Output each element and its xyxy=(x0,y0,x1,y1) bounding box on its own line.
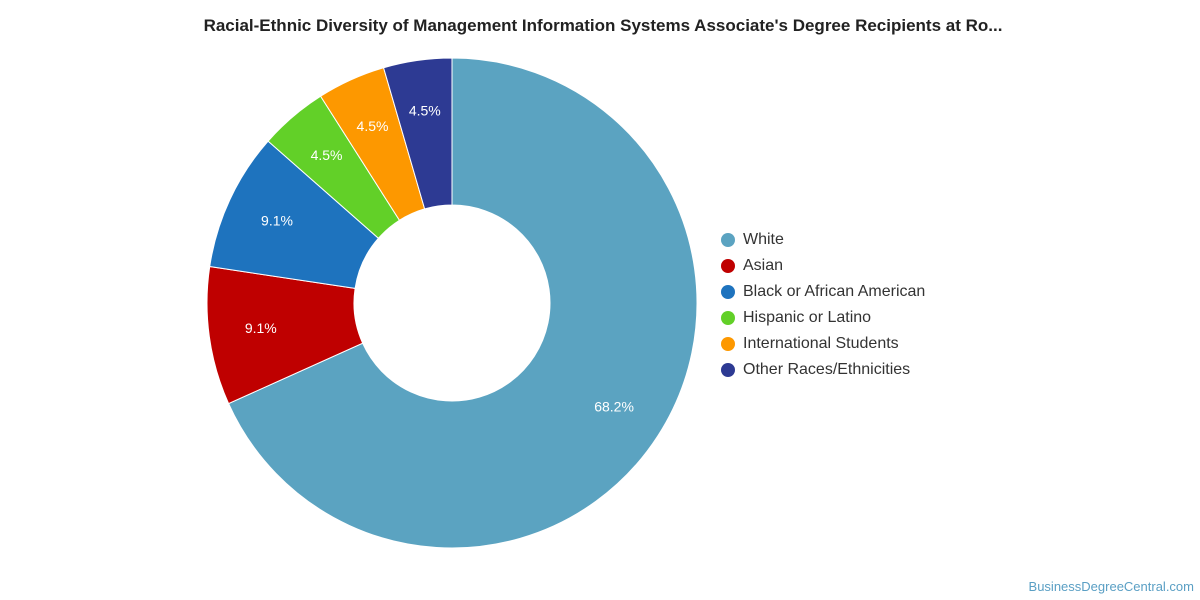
legend-label: Black or African American xyxy=(743,283,926,300)
slice-label-other-races-ethnicities: 4.5% xyxy=(409,103,441,119)
legend-item-white[interactable]: White xyxy=(721,227,925,253)
slice-label-hispanic-or-latino: 4.5% xyxy=(311,147,343,163)
legend-item-other-races-ethnicities[interactable]: Other Races/Ethnicities xyxy=(721,357,925,383)
legend-swatch xyxy=(721,259,735,273)
source-watermark: BusinessDegreeCentral.com xyxy=(1028,579,1194,594)
legend-label: Other Races/Ethnicities xyxy=(743,361,911,378)
slice-label-white: 68.2% xyxy=(594,398,634,414)
legend-label: White xyxy=(743,231,784,248)
chart-title: Racial-Ethnic Diversity of Management In… xyxy=(203,16,1003,35)
legend-swatch xyxy=(721,363,735,377)
legend-swatch xyxy=(721,285,735,299)
legend-label: Asian xyxy=(743,257,784,274)
slice-other-races-ethnicities xyxy=(382,57,453,210)
slice-labels: 68.2% 9.1% 9.1% 4.5% 4.5% 4.5% xyxy=(245,103,634,415)
legend-item-asian[interactable]: Asian xyxy=(721,253,925,279)
chart-legend: White Asian Black or African American Hispa… xyxy=(721,227,925,383)
slice-label-black-or-african-american: 9.1% xyxy=(261,212,293,228)
legend-item-international-students[interactable]: International Students xyxy=(721,331,925,357)
slice-label-international-students: 4.5% xyxy=(357,118,389,134)
legend-swatch xyxy=(721,233,735,247)
legend-swatch xyxy=(721,311,735,325)
legend-label: Hispanic or Latino xyxy=(743,309,872,326)
legend-swatch xyxy=(721,337,735,351)
slice-label-asian: 9.1% xyxy=(245,320,277,336)
legend-label: International Students xyxy=(743,335,899,352)
donut-slices xyxy=(206,57,698,549)
slice-white xyxy=(227,57,698,549)
legend-item-black-or-african-american[interactable]: Black or African American xyxy=(721,279,925,305)
legend-item-hispanic-or-latino[interactable]: Hispanic or Latino xyxy=(721,305,925,331)
